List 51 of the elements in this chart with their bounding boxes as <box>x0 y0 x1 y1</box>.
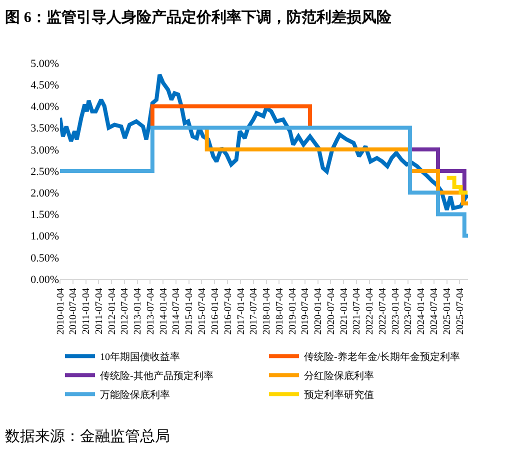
x-tick-label: 2024-07-04 <box>429 288 440 335</box>
x-tick-label: 2025-01-04 <box>442 288 454 335</box>
legend-label: 分红险保底利率 <box>304 370 374 382</box>
x-tick-label: 2013-07-04 <box>145 288 156 335</box>
x-tick-label: 2012-07-04 <box>120 288 131 335</box>
x-tick-label: 2018-01-04 <box>262 288 273 335</box>
legend-label: 传统险-养老年金/长期年金预定利率 <box>304 351 460 364</box>
x-tick-label: 2023-07-04 <box>403 288 414 335</box>
y-tick-label: 4.50% <box>30 79 59 92</box>
x-tick-label: 2022-01-04 <box>364 288 376 335</box>
x-tick-label: 2019-01-04 <box>287 288 298 335</box>
x-tick-label: 2010-07-04 <box>68 288 80 335</box>
x-tick-label: 2021-01-04 <box>338 288 350 335</box>
x-tick-label: 2014-01-04 <box>158 288 170 335</box>
y-tick-label: 5.00% <box>30 58 59 70</box>
x-tick-label: 2013-01-04 <box>132 288 144 335</box>
y-tick-label: 0.00% <box>30 274 59 286</box>
x-tick-label: 2016-07-04 <box>222 288 234 335</box>
x-tick-label: 2011-01-04 <box>81 288 92 334</box>
x-tick-label: 2024-01-04 <box>416 288 428 335</box>
x-tick-label: 2010-01-04 <box>55 288 66 335</box>
x-tick-label: 2020-01-04 <box>313 288 324 335</box>
source-note: 数据来源：金融监管总局 <box>5 428 170 445</box>
y-tick-label: 1.50% <box>30 209 59 222</box>
y-tick-label: 0.50% <box>30 252 59 264</box>
y-tick-label: 3.00% <box>30 144 59 156</box>
y-tick-label: 3.50% <box>30 122 59 135</box>
y-tick-label: 1.00% <box>30 230 59 243</box>
legend-label: 万能险保底利率 <box>100 389 170 402</box>
legend-label: 传统险-其他产品预定利率 <box>100 370 214 382</box>
y-tick-label: 2.50% <box>30 166 59 178</box>
x-tick-label: 2011-07-04 <box>94 288 105 334</box>
x-tick-label: 2017-01-04 <box>236 288 247 335</box>
x-tick-label: 2016-01-04 <box>210 288 221 335</box>
x-tick-label: 2020-07-04 <box>326 288 337 335</box>
y-tick-label: 4.00% <box>30 101 59 114</box>
x-tick-label: 2021-07-04 <box>352 288 363 335</box>
x-tick-label: 2012-01-04 <box>106 288 118 335</box>
x-tick-label: 2022-07-04 <box>377 288 388 335</box>
legend-label: 10年期国债收益率 <box>100 351 180 364</box>
x-tick-label: 2019-07-04 <box>300 288 312 335</box>
x-tick-label: 2018-07-04 <box>274 288 286 335</box>
x-tick-label: 2015-01-04 <box>184 288 196 335</box>
chart-title: 图 6：监管引导人身险产品定价利率下调，防范利差损风险 <box>5 8 392 26</box>
y-tick-label: 2.00% <box>30 187 59 200</box>
x-tick-label: 2014-07-04 <box>171 288 182 335</box>
legend-label: 预定利率研究值 <box>304 389 374 402</box>
x-tick-label: 2025-07-04 <box>454 288 466 335</box>
x-tick-label: 2023-01-04 <box>390 288 402 335</box>
x-tick-label: 2017-07-04 <box>248 288 260 335</box>
x-tick-label: 2015-07-04 <box>196 288 208 335</box>
